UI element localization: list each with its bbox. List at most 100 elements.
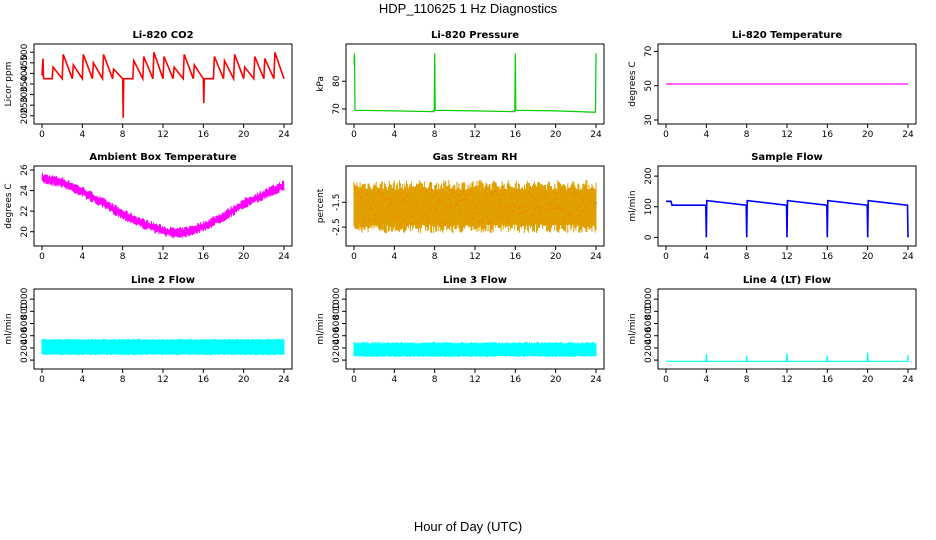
x-tick-label: 4 <box>703 375 709 385</box>
y-tick-label: 26 <box>20 164 30 176</box>
panel-title: Gas Stream RH <box>433 152 518 163</box>
x-tick-label: 20 <box>550 130 562 140</box>
x-tick-label: 8 <box>432 375 438 385</box>
panel-title: Li-820 Temperature <box>732 30 842 41</box>
x-tick-label: 4 <box>79 252 85 262</box>
plot-frame <box>345 43 605 125</box>
panel-ambient: Ambient Box Temperature 0 4 8 12 16 20 24 20 22 24… <box>4 152 293 262</box>
y-tick-label: 80 <box>332 75 342 87</box>
x-tick-label: 20 <box>862 252 874 262</box>
y-tick-label: -2.5 <box>332 218 342 236</box>
x-tick-label: 0 <box>663 375 669 385</box>
x-tick-label: 24 <box>278 130 290 140</box>
y-tick-label: 800 <box>20 302 30 319</box>
y-tick-label: 200 <box>20 107 30 124</box>
x-tick-label: 16 <box>510 130 522 140</box>
x-tick-label: 20 <box>862 375 874 385</box>
y-tick-label: 200 <box>644 339 654 356</box>
data-series <box>353 53 597 113</box>
panel-title: Line 4 (LT) Flow <box>743 275 831 286</box>
panel-title: Li-820 CO2 <box>132 30 193 41</box>
x-tick-label: 0 <box>39 130 45 140</box>
x-tick-label: 24 <box>278 252 290 262</box>
panel-title: Line 2 Flow <box>131 275 195 286</box>
x-tick-label: 16 <box>198 252 210 262</box>
x-tick-label: 20 <box>862 130 874 140</box>
x-tick-label: 12 <box>157 252 168 262</box>
plot-frame <box>33 43 293 125</box>
y-axis-label: ml/min <box>316 313 326 344</box>
x-tick-label: 12 <box>157 130 168 140</box>
data-series <box>41 338 285 356</box>
x-tick-label: 24 <box>902 252 914 262</box>
y-tick-label: 500 <box>20 43 30 60</box>
x-tick-label: 4 <box>79 130 85 140</box>
panel-title: Ambient Box Temperature <box>89 152 236 163</box>
x-tick-label: 12 <box>157 375 168 385</box>
x-tick-label: 0 <box>39 375 45 385</box>
y-tick-label: 200 <box>332 339 342 356</box>
data-series <box>353 341 597 358</box>
x-tick-label: 16 <box>198 375 210 385</box>
y-tick-label: 600 <box>332 315 342 332</box>
x-tick-label: 16 <box>822 130 834 140</box>
panel-rh: Gas Stream RH 0 4 8 12 16 20 24 -2.5 -1.5 percent <box>316 152 605 262</box>
y-tick-label: 450 <box>20 54 30 71</box>
y-tick-label: 20 <box>20 226 30 238</box>
x-tick-label: 16 <box>510 375 522 385</box>
y-tick-label: 70 <box>644 45 654 57</box>
y-tick-label: 200 <box>20 339 30 356</box>
y-tick-label: 1000 <box>20 287 30 310</box>
plot-frame <box>33 288 293 370</box>
y-tick-label: 1000 <box>332 287 342 310</box>
x-tick-label: 20 <box>550 252 562 262</box>
panel-pressure: Li-820 Pressure 0 4 8 12 16 20 24 70 80 kPa <box>316 30 605 140</box>
x-tick-label: 12 <box>469 130 480 140</box>
x-tick-label: 20 <box>550 375 562 385</box>
x-tick-label: 0 <box>351 130 357 140</box>
x-tick-label: 8 <box>120 375 126 385</box>
x-tick-label: 8 <box>744 375 750 385</box>
y-tick-label: 0 <box>332 357 342 363</box>
y-tick-label: 400 <box>644 327 654 344</box>
x-tick-label: 4 <box>703 130 709 140</box>
y-tick-label: 22 <box>20 205 30 216</box>
x-tick-label: 16 <box>822 252 834 262</box>
x-tick-label: 24 <box>902 130 914 140</box>
x-tick-label: 20 <box>238 252 250 262</box>
y-axis-label: ml/min <box>628 313 638 344</box>
x-tick-label: 12 <box>469 375 480 385</box>
panel-title: Sample Flow <box>751 152 823 163</box>
x-tick-label: 4 <box>79 375 85 385</box>
x-tick-label: 8 <box>744 252 750 262</box>
x-tick-label: 4 <box>391 130 397 140</box>
x-tick-label: 0 <box>663 252 669 262</box>
y-tick-label: 400 <box>20 65 30 82</box>
panel-co2: Li-820 CO2 0 4 8 12 16 20 24 2002503003504004505… <box>4 30 293 140</box>
x-tick-label: 8 <box>432 252 438 262</box>
y-tick-label: 70 <box>332 103 342 115</box>
y-axis-label: degrees C <box>4 183 14 228</box>
y-tick-label: 250 <box>20 96 30 113</box>
panel-title: Li-820 Pressure <box>431 30 519 41</box>
y-axis-label: percent <box>316 188 326 223</box>
y-tick-label: 1000 <box>644 287 654 310</box>
y-axis-label: degrees C <box>628 61 638 106</box>
x-tick-label: 16 <box>510 252 522 262</box>
x-axis-label: Hour of Day (UTC) <box>413 519 523 534</box>
plot-frame <box>33 165 293 247</box>
x-tick-label: 12 <box>781 130 792 140</box>
data-series <box>41 172 285 239</box>
figure-title: HDP_110625 1 Hz Diagnostics <box>378 1 558 16</box>
x-tick-label: 8 <box>744 130 750 140</box>
data-series <box>666 199 909 238</box>
x-tick-label: 12 <box>469 252 480 262</box>
y-tick-label: 30 <box>644 114 654 126</box>
x-tick-label: 0 <box>351 375 357 385</box>
y-tick-label: 24 <box>20 185 30 197</box>
x-tick-label: 8 <box>432 130 438 140</box>
y-tick-label: 800 <box>332 302 342 319</box>
x-tick-label: 0 <box>39 252 45 262</box>
